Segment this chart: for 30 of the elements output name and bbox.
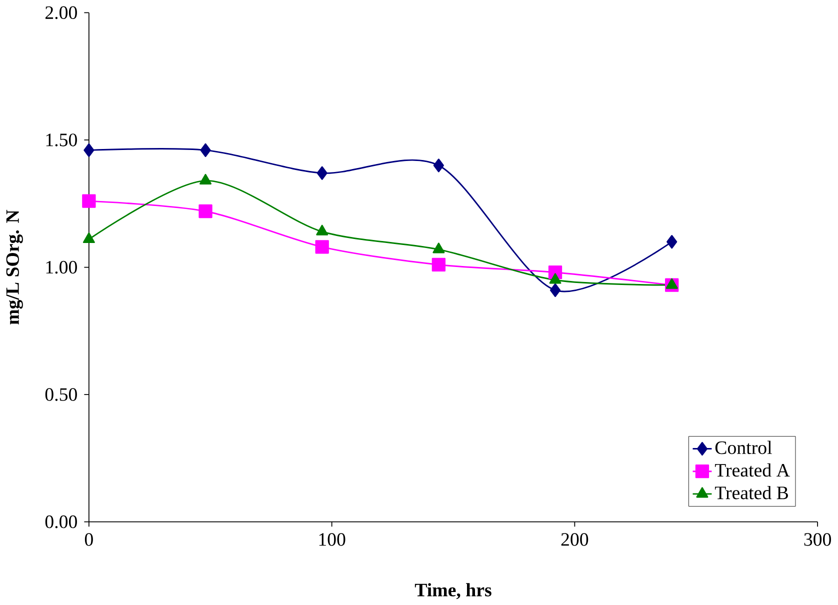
point: [549, 272, 562, 284]
y-tick-label: 2.00: [45, 6, 77, 19]
x-tick-label: 0: [84, 532, 93, 546]
point: [82, 232, 95, 243]
point: [666, 234, 678, 248]
x-tick-label: 300: [804, 532, 831, 546]
y-tick-label: 1.00: [46, 260, 77, 274]
y-axis-title: mg/L SOrg. N: [6, 210, 23, 324]
legend-label: Control: [715, 440, 772, 454]
point: [432, 258, 446, 272]
x-tick-label: 200: [561, 532, 588, 546]
x-tick-label: 100: [319, 532, 346, 546]
point: [200, 174, 212, 184]
point: [82, 194, 96, 208]
point: [433, 158, 444, 172]
legend-label: Treated B: [714, 486, 788, 500]
point: [316, 166, 328, 180]
point: [550, 283, 561, 297]
x-axis-title: Time, hrs: [414, 582, 492, 599]
point: [316, 224, 328, 236]
y-tick-label: 1.50: [46, 133, 77, 146]
y-tick-label: 0.50: [45, 388, 77, 401]
point: [315, 240, 329, 254]
point: [432, 242, 445, 254]
point: [200, 143, 211, 157]
point: [666, 278, 678, 289]
legend-label: Treated A: [714, 463, 790, 476]
y-tick-label: 0.00: [45, 515, 77, 528]
point: [84, 143, 94, 157]
point: [198, 204, 212, 218]
